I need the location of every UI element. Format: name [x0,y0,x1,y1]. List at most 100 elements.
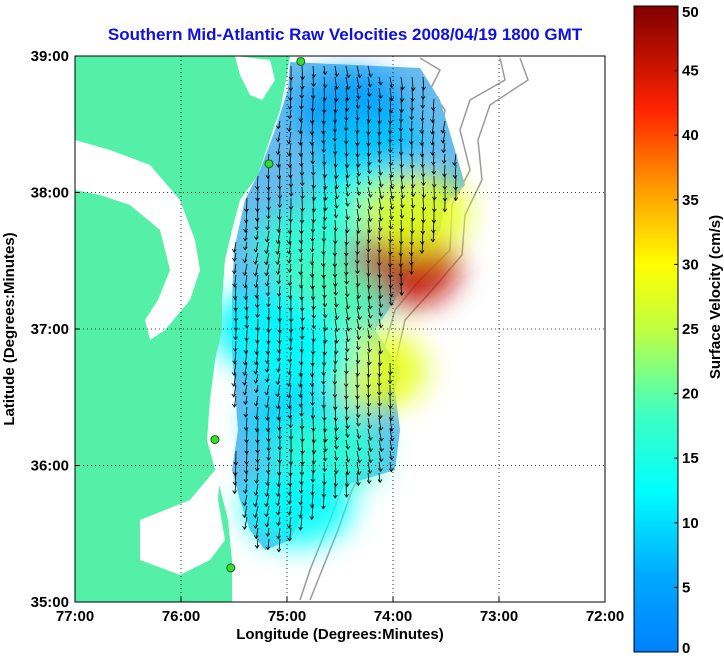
velocity-vector-503 [288,417,293,429]
velocity-vector-4 [334,65,340,78]
colorbar-tick-label-3: 15 [682,450,699,467]
velocity-vector-344 [266,296,271,308]
velocity-vector-566 [345,461,351,476]
velocity-vector-1 [300,65,305,81]
velocity-vector-308 [409,263,414,275]
velocity-vector-260 [264,241,270,255]
velocity-vector-156 [367,175,373,186]
velocity-vector-270 [377,241,382,254]
velocity-vector-553 [367,450,373,464]
velocity-vector-320 [355,274,361,288]
velocity-vector-186 [266,197,271,211]
colorbar-label: Surface Velocity (cm/s) [707,215,724,379]
velocity-vector-377 [311,318,317,330]
velocity-vector-481 [355,395,361,410]
velocity-vector-268 [355,241,360,256]
velocity-vector-222 [254,219,260,231]
velocity-vector-565 [333,461,339,475]
velocity-vector-235 [399,219,405,233]
velocity-vector-216 [389,208,394,220]
velocity-vector-44 [399,98,404,114]
velocity-vector-358 [255,307,260,319]
velocity-vector-340 [399,285,405,296]
velocity-vector-603 [321,494,326,510]
velocity-vector-428 [264,362,270,373]
pamlico-sound [140,440,225,575]
velocity-vector-571 [232,472,238,486]
velocity-vector-279 [275,252,281,266]
velocity-vector-316 [310,274,315,290]
velocity-vector-401 [276,340,282,354]
velocity-vector-179 [410,186,416,198]
velocity-vector-539 [378,439,384,453]
colorbar-ticks: 0 5 10 15 20 25 30 35 40 45 50 [674,4,699,657]
velocity-vector-508 [345,417,350,430]
velocity-vector-50 [309,109,315,125]
velocity-vector-513 [244,428,249,444]
velocity-vector-83 [332,131,338,142]
velocity-vector-448 [321,373,326,385]
velocity-vector-174 [356,186,362,197]
velocity-vector-563 [311,461,316,474]
velocity-vector-198 [400,197,405,209]
velocity-vector-620 [287,527,292,542]
velocity-vector-438 [377,362,382,378]
velocity-vector-213 [356,208,362,222]
velocity-vector-30 [389,87,394,102]
velocity-vector-95 [286,142,292,157]
y-tick-label-1: 36:00 [31,458,69,475]
velocity-vector-461 [298,384,303,398]
velocity-vector-335 [344,285,350,298]
velocity-vector-415 [276,351,282,363]
velocity-vector-102 [366,142,372,157]
velocity-vector-59 [409,109,414,121]
velocity-vector-90 [408,131,414,145]
velocity-vector-367 [356,307,362,321]
velocity-vector-178 [400,186,406,200]
velocity-vector-485 [243,406,249,418]
velocity-vector-274 [419,241,425,255]
velocity-vector-280 [286,252,292,264]
velocity-vector-73 [398,120,404,132]
colorbar-tick-label-7: 35 [682,192,699,209]
velocity-vector-602 [309,494,315,509]
radar-site-marker-0 [296,56,306,66]
velocity-vector-495 [355,406,361,419]
velocity-vector-475 [286,395,292,410]
velocity-vector-92 [429,131,435,146]
velocity-vector-277 [253,252,259,265]
velocity-vector-569 [378,461,383,473]
velocity-vector-130 [288,164,293,179]
velocity-vector-173 [345,186,351,197]
velocity-vector-617 [253,527,259,540]
velocity-vector-441 [242,373,248,386]
velocity-vector-455 [231,384,237,398]
velocity-vector-150 [299,175,305,187]
velocity-vector-488 [276,406,281,421]
velocity-vector-456 [242,384,248,396]
velocity-vector-499 [243,417,249,432]
velocity-vector-204 [254,208,260,222]
velocity-vector-416 [287,351,293,364]
velocity-vector-24 [322,87,328,102]
y-tick-label-3: 38:00 [31,185,69,202]
velocity-vector-476 [298,395,304,408]
velocity-vector-345 [277,296,282,311]
velocity-vector-362 [300,307,305,322]
velocity-vector-282 [309,252,315,266]
velocity-vector-53 [344,109,349,122]
velocity-vector-483 [377,395,382,407]
velocity-vector-462 [309,384,315,397]
velocity-vector-493 [333,406,339,422]
velocity-vector-612 [253,516,259,530]
velocity-vector-368 [367,307,373,319]
velocity-vector-46 [420,98,426,109]
velocity-vector-137 [367,164,372,175]
velocity-vector-49 [298,109,304,123]
velocity-vector-139 [389,164,394,179]
velocity-vector-297 [287,263,293,274]
velocity-vector-125 [430,153,436,166]
velocity-vector-138 [378,164,383,176]
velocity-vector-114 [310,153,316,165]
